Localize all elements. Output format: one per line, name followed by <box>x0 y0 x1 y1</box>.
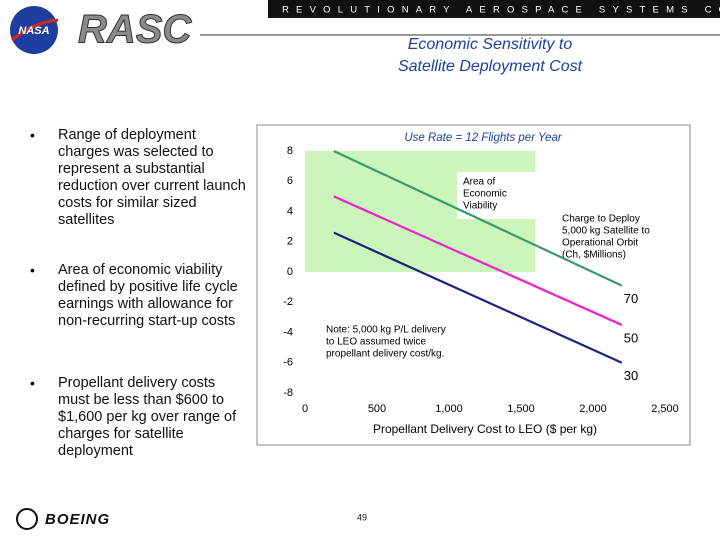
y-tick-label: 4 <box>287 205 293 217</box>
series-name: 70 <box>624 291 638 306</box>
y-tick-label: 8 <box>287 145 293 157</box>
bullet: Range of deployment charges was selected… <box>58 127 246 228</box>
note-text: Note: 5,000 kg P/L delivery <box>326 325 446 336</box>
series-name: 50 <box>624 330 638 345</box>
series-line <box>333 231 623 364</box>
x-tick-label: 500 <box>368 403 386 415</box>
x-tick-label: 1,000 <box>435 403 463 415</box>
y-tick-label: -4 <box>283 326 293 338</box>
series-line <box>333 195 623 326</box>
x-tick-label: 0 <box>302 403 308 415</box>
bullet: Area of economic viability defined by po… <box>58 262 238 329</box>
y-tick-label: -6 <box>283 357 293 369</box>
x-tick-label: 2,500 <box>651 403 679 415</box>
x-axis-label: Propellant Delivery Cost to LEO ($ per k… <box>373 422 597 436</box>
y-tick-label: -8 <box>283 387 293 399</box>
y-tick-label: 6 <box>287 175 293 187</box>
header: NASA RASC REVOLUTIONARY AEROSPACE SYSTEM… <box>10 0 720 75</box>
viability-box <box>457 172 541 219</box>
logo-swoosh <box>11 18 59 42</box>
y-tick-label: 2 <box>287 236 293 248</box>
banner-rule <box>200 34 720 36</box>
series-label: Operational Orbit <box>562 238 638 249</box>
y-tick-label: -2 <box>283 296 293 308</box>
logo-text: NASA <box>18 25 49 37</box>
note-text: to LEO assumed twice <box>326 337 426 348</box>
slide-title: Satellite Deployment Cost <box>398 58 583 75</box>
bullet: Propellant delivery costs must be less t… <box>58 375 237 459</box>
note-box <box>320 320 462 364</box>
x-tick-label: 1,500 <box>507 403 535 415</box>
viability-label: Viability <box>463 201 497 212</box>
bullet-dot: • <box>30 262 35 278</box>
banner-bar <box>268 0 720 18</box>
series-label: 5,000 kg Satellite to <box>562 226 650 237</box>
x-tick-label: 2,000 <box>579 403 607 415</box>
bullet-dot: • <box>30 127 35 143</box>
bullet-dot: • <box>30 375 35 391</box>
viability-label: Area of <box>463 177 495 188</box>
note-text: propellant delivery cost/kg. <box>326 349 444 360</box>
series-label: (Ch, $Millions) <box>562 250 626 261</box>
series-name: 30 <box>624 368 638 383</box>
banner-text: REVOLUTIONARY AEROSPACE SYSTEMS CONCEPTS <box>282 5 720 16</box>
series-label: Charge to Deploy <box>562 214 640 225</box>
series-line <box>333 150 623 287</box>
viability-label: Economic <box>463 189 507 200</box>
y-tick-label: 0 <box>287 266 293 278</box>
nasa-logo <box>10 6 58 54</box>
slide-title: Economic Sensitivity to <box>408 36 573 53</box>
chart-subtitle: Use Rate = 12 Flights per Year <box>404 132 563 144</box>
program-name: RASC <box>78 8 192 52</box>
